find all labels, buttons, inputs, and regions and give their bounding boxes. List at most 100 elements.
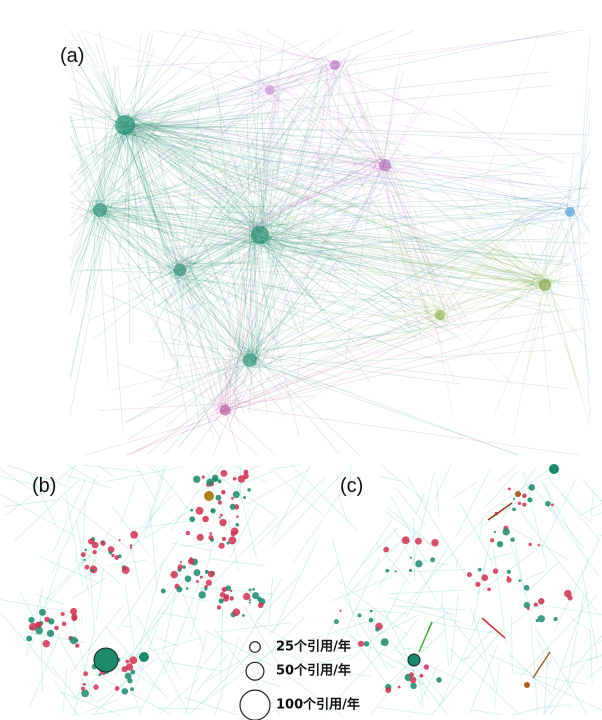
edge (378, 707, 433, 716)
network-a (69, 29, 591, 456)
node (523, 584, 530, 591)
edge (224, 172, 269, 227)
edge (237, 577, 283, 656)
edge (546, 505, 600, 577)
edge (304, 93, 539, 295)
edge (170, 261, 356, 364)
edge (92, 215, 266, 345)
node (221, 586, 227, 593)
node (218, 598, 224, 604)
edge (7, 464, 69, 487)
node (114, 686, 120, 691)
edge (262, 225, 291, 236)
edge (118, 79, 235, 119)
edge (544, 482, 557, 517)
edge (269, 235, 542, 296)
edge (156, 208, 253, 245)
node (46, 629, 55, 638)
edge (216, 310, 433, 416)
node (383, 546, 390, 553)
edge (250, 229, 327, 315)
edge (108, 162, 252, 208)
edge (258, 335, 418, 360)
node (363, 641, 370, 647)
edge (134, 77, 268, 135)
edge (259, 270, 548, 281)
edge (526, 205, 561, 299)
edge (246, 201, 566, 358)
edge (183, 270, 200, 299)
edge (340, 59, 451, 312)
edge (94, 121, 127, 264)
edge (321, 620, 336, 650)
edge (103, 201, 135, 249)
edge (128, 118, 279, 165)
edge (105, 466, 183, 483)
edge (127, 578, 181, 662)
edge (174, 215, 260, 274)
edge (188, 261, 216, 336)
edge (132, 114, 211, 183)
edge (158, 678, 199, 716)
edge (172, 86, 271, 297)
edge (158, 153, 177, 264)
legend-size (249, 641, 261, 653)
edge (104, 93, 180, 201)
edge (220, 601, 224, 684)
node (537, 543, 540, 547)
edge (151, 146, 546, 278)
edge (161, 225, 265, 313)
node (129, 656, 138, 665)
edge (286, 70, 394, 170)
node (71, 615, 78, 622)
edge (182, 64, 298, 264)
edge (200, 60, 339, 106)
edge (113, 581, 190, 676)
edge (264, 232, 300, 335)
hub (565, 207, 575, 217)
node (221, 536, 227, 542)
edge (72, 103, 385, 165)
node (60, 611, 65, 617)
edge (0, 611, 59, 679)
edge (175, 260, 200, 427)
node (196, 580, 199, 583)
edge (93, 673, 173, 716)
edge (412, 518, 416, 581)
edge (118, 131, 186, 171)
node (492, 568, 499, 574)
edge (346, 634, 414, 672)
edge (117, 130, 218, 195)
node (487, 587, 491, 592)
node (196, 533, 204, 541)
edge (103, 112, 107, 207)
edge (93, 215, 222, 441)
edge (292, 472, 355, 564)
edge (332, 539, 359, 637)
edge (135, 262, 171, 300)
edge (227, 64, 382, 170)
edge (230, 367, 338, 404)
edge (467, 279, 536, 354)
edge (123, 112, 279, 134)
node (216, 605, 222, 610)
edge (222, 405, 276, 456)
edge (407, 476, 467, 577)
edge (97, 208, 555, 308)
edge (104, 227, 184, 277)
edge (535, 279, 591, 354)
edge (515, 672, 588, 685)
node (407, 653, 421, 667)
edge (132, 121, 188, 421)
edge (221, 185, 266, 227)
edge (538, 229, 563, 283)
node (221, 489, 226, 495)
edge (180, 99, 201, 272)
edge (136, 562, 164, 661)
edge (251, 286, 320, 363)
edge (120, 131, 226, 337)
node (475, 581, 481, 587)
node (248, 601, 251, 604)
node (108, 551, 112, 555)
edge (402, 646, 429, 650)
